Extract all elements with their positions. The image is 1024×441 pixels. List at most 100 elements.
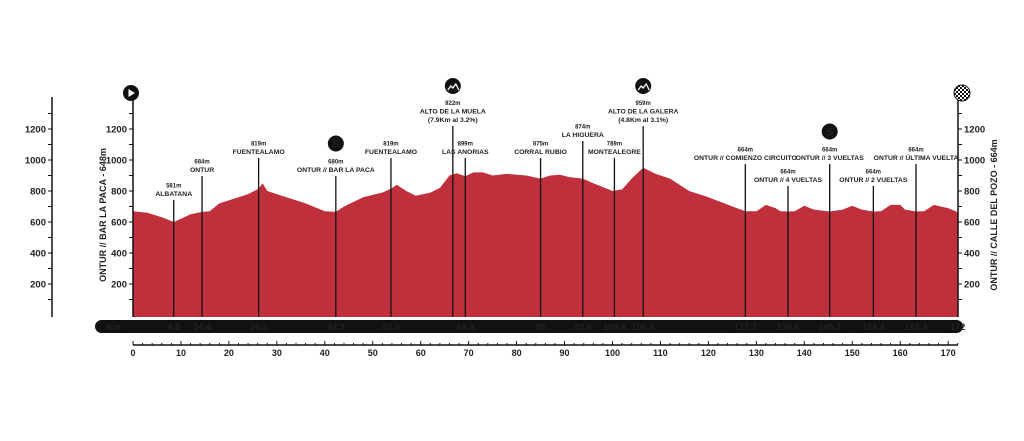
x-tick-label: 130 [749, 348, 764, 358]
mountain-icon [444, 78, 461, 94]
elevation-profile-area [133, 167, 958, 317]
waypoint-name: ONTUR // COMIENZO CIRCUITO [694, 155, 797, 162]
x-tick-label: 170 [941, 348, 956, 358]
x-tick-label: 70 [464, 348, 474, 358]
x-tick-label: 40 [320, 348, 330, 358]
x-tick-label: 80 [512, 348, 522, 358]
waypoint-altitude: 874m [575, 125, 590, 131]
waypoint-name: CORRAL RUBIO [514, 149, 567, 156]
y-tick-label: 200 [964, 280, 980, 291]
waypoint-name: ALTO DE LA GALERA [608, 109, 679, 116]
x-tick-label: 20 [224, 348, 234, 358]
x-tick-label: 150 [845, 348, 860, 358]
checker-square [964, 99, 966, 101]
waypoint-altitude: 875m [533, 142, 548, 148]
y-tick-label: 1200 [25, 125, 46, 136]
checker-square [962, 89, 964, 91]
waypoint-name: ONTUR // 4 VUELTAS [754, 177, 823, 184]
y-tick-label: 600 [30, 218, 46, 229]
mountain-icon-peaks [637, 82, 650, 91]
x-tick-label: 10 [176, 348, 186, 358]
waypoint-altitude: 581m [166, 184, 181, 190]
waypoint-name: LAS ANORIAS [442, 149, 489, 156]
y-tick-label: 400 [30, 249, 46, 260]
climb-details: (4.8Km al 3.1%) [618, 117, 668, 124]
x-tick-label: 140 [797, 348, 812, 358]
checker-square [966, 89, 968, 91]
km-point-label: 85 [536, 322, 546, 332]
waypoint-name: MONTEALEGRE [588, 149, 641, 156]
x-tick-label: 110 [653, 348, 668, 358]
checker-square [960, 91, 962, 93]
checker-square [954, 89, 956, 91]
waypoint-altitude: 664m [780, 170, 795, 176]
checker-square [968, 95, 970, 97]
x-tick-label: 30 [272, 348, 282, 358]
y-tick-label: 800 [964, 187, 980, 198]
waypoint-name: ALBATANA [155, 191, 192, 198]
checker-square [958, 97, 960, 99]
x-tick-label: 60 [416, 348, 426, 358]
km-point-label: 127.7 [734, 322, 757, 332]
checker-square [954, 93, 956, 95]
waypoint-altitude: 959m [636, 101, 651, 107]
waypoint-altitude: 899m [458, 142, 473, 148]
waypoint-altitude: 664m [822, 148, 837, 154]
checker-square [966, 93, 968, 95]
x-tick-label: 0 [130, 348, 135, 358]
climb-details: (7.9Km al 3.2%) [428, 117, 478, 124]
x-tick-label: 120 [701, 348, 716, 358]
y-tick-label: 600 [111, 218, 127, 229]
waypoint-name: ONTUR // 3 VUELTAS [796, 155, 865, 162]
km-point-label: 42.3 [327, 322, 345, 332]
km-point-label: 154.4 [862, 322, 885, 332]
checker-square [956, 87, 958, 89]
waypoint-name: ONTUR // ÚLTIMA VUELTA [874, 153, 959, 162]
y-tick-label: 800 [111, 187, 127, 198]
km-unit-label: Km [107, 322, 122, 332]
sprint-icon [821, 123, 838, 140]
checker-square [962, 93, 964, 95]
x-tick-label: 50 [368, 348, 378, 358]
km-point-label: 145.3 [818, 322, 841, 332]
checker-square [958, 93, 960, 95]
checker-square [962, 85, 964, 87]
x-tick-label: 90 [560, 348, 570, 358]
y-tick-label: 200 [30, 280, 46, 291]
km-point-label: 172 [950, 322, 965, 332]
sprint-icon-letter: S [826, 127, 834, 139]
checker-square [956, 95, 958, 97]
waypoint-altitude: 789m [607, 142, 622, 148]
y-tick-label: 200 [111, 280, 127, 291]
waypoint-altitude: 922m [445, 101, 460, 107]
start-label: ONTUR // BAR LA PACA - 648m [98, 148, 108, 282]
waypoint-name: FUENTEALAMO [365, 149, 417, 156]
play-triangle [128, 89, 135, 97]
sprint-icon-letter: S [332, 139, 340, 151]
y-tick-label: 1000 [25, 156, 46, 167]
km-point-label: 163.3 [905, 322, 928, 332]
km-point-label: 69.3 [457, 322, 475, 332]
waypoint-name: LA HIGUERA [562, 132, 604, 139]
finish-label: ONTUR // CALLE DEL POZO - 664m [989, 139, 999, 290]
waypoint-altitude: 664m [866, 170, 881, 176]
km-point-label: 136.6 [777, 322, 800, 332]
y-tick-label: 1200 [106, 125, 127, 136]
km-point-label: 8.5 [167, 322, 180, 332]
y-tick-label: 1200 [964, 125, 985, 136]
checkered-flag-icon [953, 84, 971, 102]
checker-square [968, 91, 970, 93]
waypoint-altitude: 819m [383, 142, 398, 148]
waypoint-name: ONTUR // 2 VUELTAS [839, 177, 908, 184]
waypoint-altitude: 680m [328, 160, 343, 166]
waypoint-name: FUENTEALAMO [233, 149, 285, 156]
km-point-label: 93.8 [574, 322, 592, 332]
x-tick-label: 160 [893, 348, 908, 358]
x-tick-label: 100 [605, 348, 620, 358]
y-tick-label: 600 [964, 218, 980, 229]
checker-square [958, 85, 960, 87]
mountain-icon [635, 78, 652, 94]
waypoint-altitude: 819m [251, 142, 266, 148]
waypoint-altitude: 684m [194, 160, 209, 166]
